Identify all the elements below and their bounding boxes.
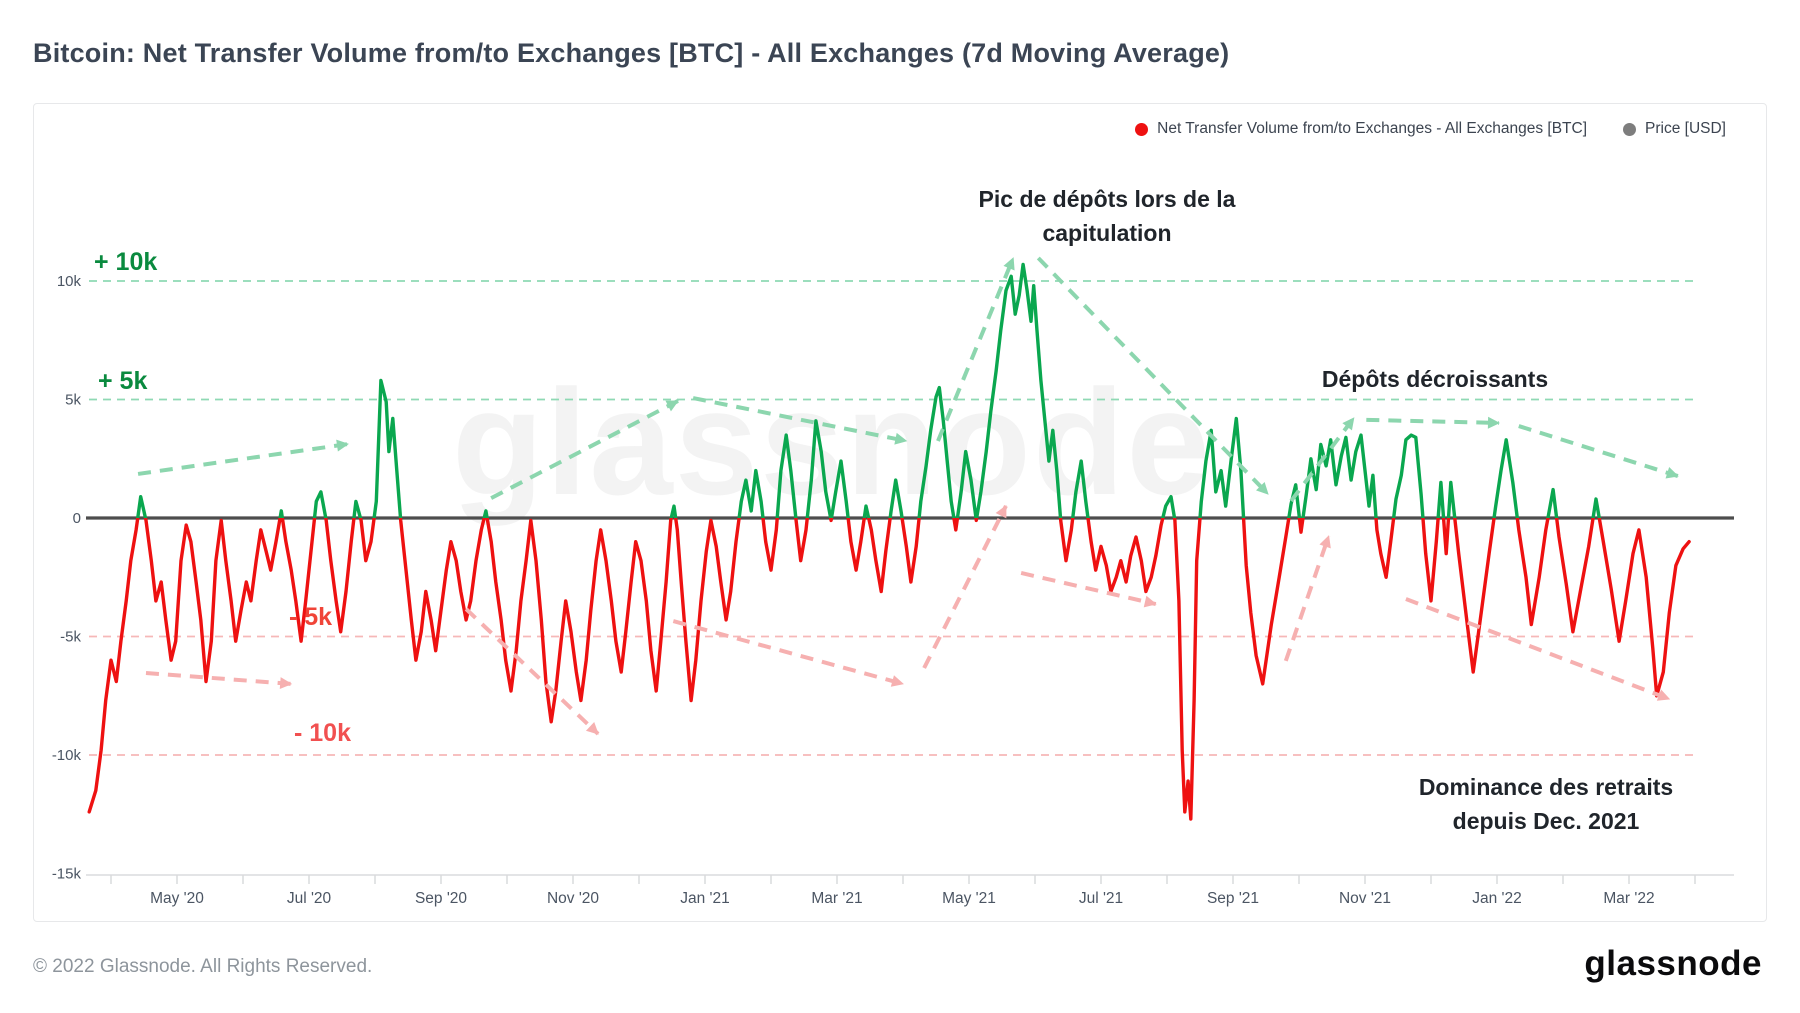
- net-volume-series-negative: [87, 518, 1691, 821]
- x-axis-label: Nov '21: [1339, 890, 1391, 907]
- net-volume-series-positive: [136, 262, 1601, 518]
- annotation-arrow-green: [936, 257, 1016, 442]
- left-axis-label: -15k: [52, 866, 82, 883]
- left-axis-label: -10k: [52, 747, 82, 764]
- x-axis-label: May '20: [150, 890, 204, 907]
- annotation-withdrawal-dominance-line1: Dominance des retraits: [1418, 774, 1674, 800]
- legend-dot-gray-icon: [1623, 122, 1637, 136]
- annotation-arrow-green: [1366, 416, 1500, 429]
- x-axis-label: Jul '20: [287, 890, 332, 907]
- chart-card: glassnode May '20 Jul '20 Sep '20 Nov '20 Ja…: [33, 103, 1767, 922]
- legend-label: Price [USD]: [1645, 120, 1726, 137]
- annotation-arrow-pink: [1283, 535, 1331, 662]
- x-axis-label: Sep '21: [1207, 890, 1259, 907]
- legend-label: Net Transfer Volume from/to Exchanges - …: [1157, 120, 1588, 137]
- annotation-arrow-pink: [145, 671, 293, 690]
- level-label-minus-10k: - 10k: [294, 719, 351, 747]
- level-label-plus-10k: + 10k: [94, 248, 158, 276]
- x-axis-label: Jan '21: [680, 890, 730, 907]
- annotation-withdrawal-dominance-line2: depuis Dec. 2021: [1452, 808, 1640, 835]
- level-label-plus-5k: + 5k: [98, 367, 148, 395]
- legend: Net Transfer Volume from/to Exchanges - …: [1135, 120, 1726, 138]
- annotation-arrow-green: [137, 439, 349, 476]
- level-label-minus-5k: - 5k: [289, 603, 333, 631]
- annotation-arrow-pink: [672, 619, 904, 687]
- annotation-arrow-green: [490, 399, 679, 500]
- x-axis-label: Nov '20: [547, 890, 599, 907]
- legend-item-price[interactable]: Price [USD]: [1623, 120, 1726, 138]
- chart-canvas[interactable]: May '20 Jul '20 Sep '20 Nov '20 Jan '21 Mar '…: [34, 104, 1768, 921]
- annotation-arrow-green: [1518, 424, 1679, 479]
- annotation-capitulation-peak: Pic de dépôts lors de la capitulation: [978, 186, 1236, 247]
- legend-dot-red-icon: [1135, 122, 1149, 136]
- annotation-arrow-pink: [464, 607, 600, 736]
- x-axis-label: Jul '21: [1079, 890, 1123, 907]
- copyright-text: © 2022 Glassnode. All Rights Reserved.: [33, 956, 373, 977]
- annotation-decreasing-deposits: Dépôts décroissants: [1321, 366, 1549, 392]
- watermark: glassnode: [452, 358, 1212, 526]
- annotation-withdrawal-dominance: Dominance des retraits depuis Dec. 2021: [1390, 770, 1702, 838]
- x-axis-label: Sep '20: [415, 890, 467, 907]
- glassnode-logo[interactable]: glassnode: [1584, 944, 1762, 983]
- annotation-arrow-green: [692, 396, 908, 445]
- x-axis-label: Jan '22: [1472, 890, 1522, 907]
- left-axis-label: 0: [73, 510, 81, 527]
- annotation-arrow-pink: [922, 505, 1008, 669]
- legend-item-net-transfer-volume[interactable]: Net Transfer Volume from/to Exchanges - …: [1135, 120, 1587, 138]
- annotation-arrow-pink: [1405, 597, 1671, 701]
- left-axis-label: -5k: [60, 629, 81, 646]
- x-axis-label: May '21: [942, 890, 996, 907]
- page-title: Bitcoin: Net Transfer Volume from/to Exc…: [33, 38, 1230, 68]
- annotation-arrow-pink: [1020, 571, 1157, 608]
- annotation-arrow-green: [1036, 256, 1270, 496]
- annotation-arrow-green: [1289, 416, 1356, 503]
- left-axis-label: 5k: [65, 392, 81, 409]
- x-axis-label: Mar '22: [1603, 890, 1654, 907]
- left-axis-label: 10k: [57, 273, 82, 290]
- x-axis-label: Mar '21: [811, 890, 862, 907]
